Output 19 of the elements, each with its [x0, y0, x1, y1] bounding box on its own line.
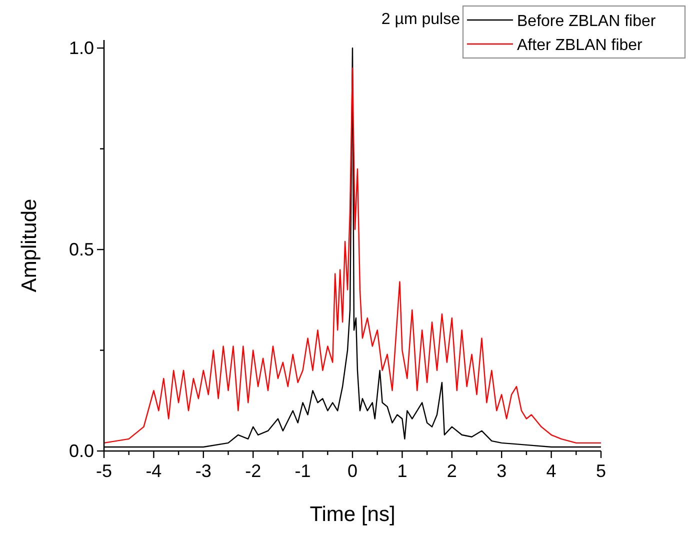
y-axis-title: Amplitude [18, 198, 41, 292]
y-tick-label: 0.5 [68, 240, 94, 260]
x-tick-label: 2 [446, 461, 457, 481]
legend-label: After ZBLAN fiber [517, 37, 644, 54]
x-tick-label: 4 [546, 461, 556, 481]
x-tick-label: 5 [596, 461, 606, 481]
x-tick-label: -5 [96, 461, 112, 481]
x-tick-label: 3 [496, 461, 507, 481]
x-tick-label: -3 [195, 461, 212, 481]
y-tick-label: 1.0 [68, 38, 94, 58]
y-tick-label: 0.0 [68, 441, 94, 461]
x-tick-label: -1 [294, 461, 311, 481]
x-axis-title: Time [ns] [310, 503, 396, 526]
legend-title: 2 µm pulse [381, 11, 460, 28]
x-tick-label: 0 [347, 461, 358, 481]
x-tick-label: 1 [397, 461, 408, 481]
x-tick-label: -4 [146, 461, 162, 481]
x-tick-label: -2 [245, 461, 262, 481]
legend-label: Before ZBLAN fiber [517, 13, 656, 30]
